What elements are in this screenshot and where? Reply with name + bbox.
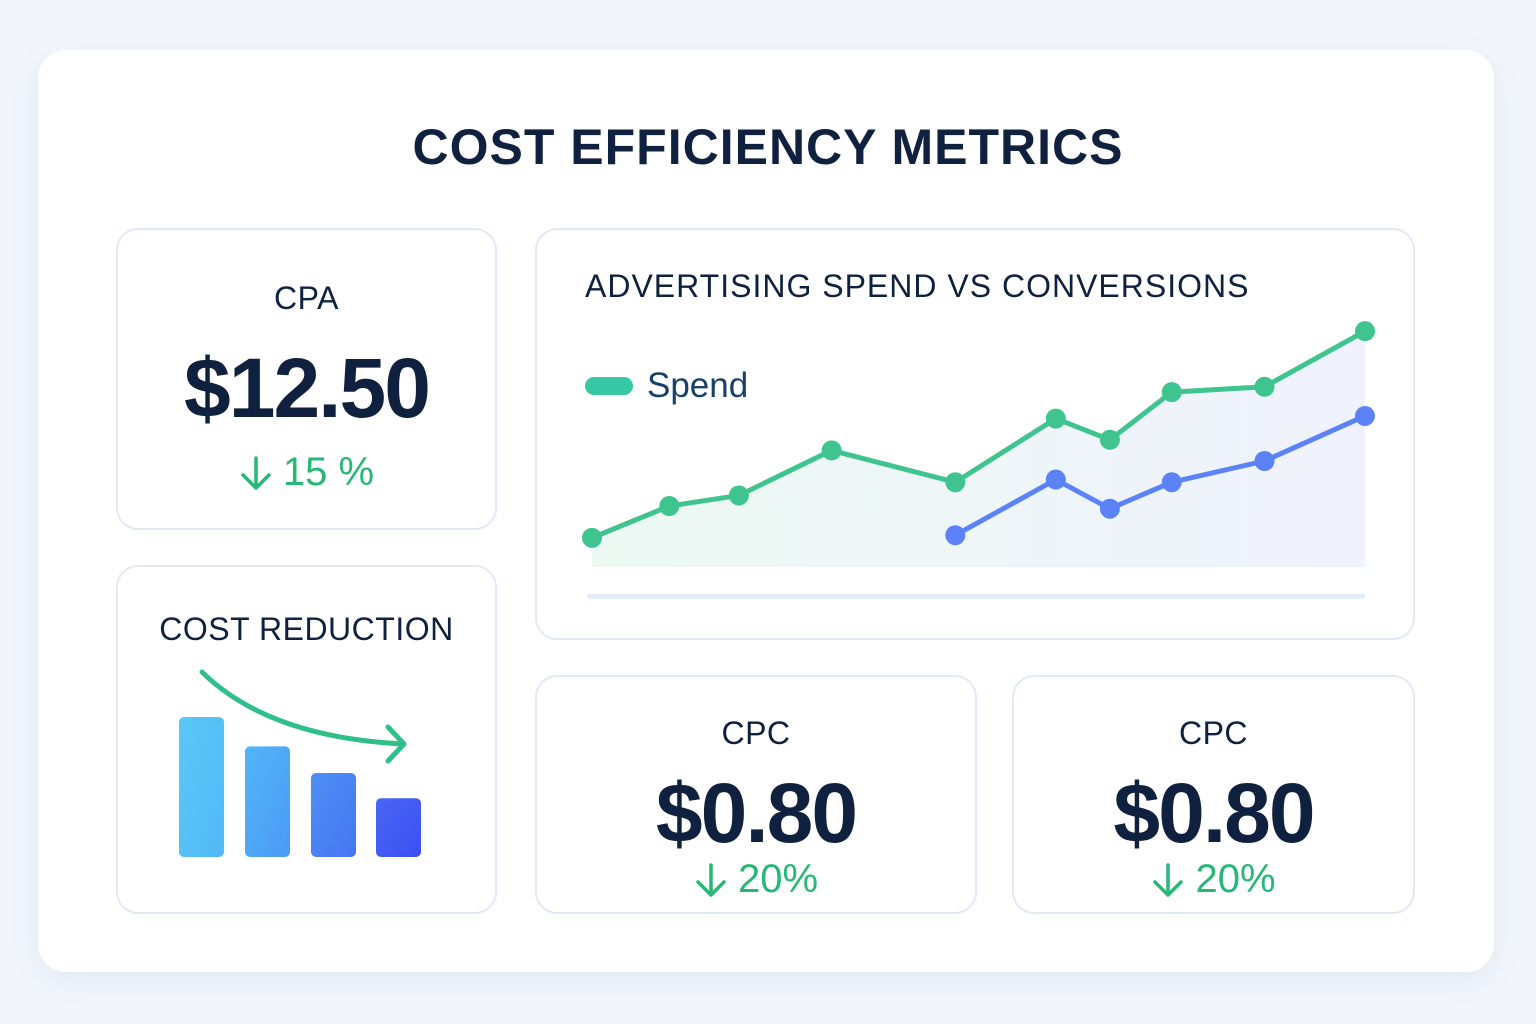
- series-line-1: [954, 413, 1367, 538]
- data-point: [821, 440, 842, 461]
- legend-label-spend: Spend: [647, 366, 749, 405]
- cpa-label: CPA: [274, 280, 339, 316]
- cost-reduction-card: COST REDUCTION: [116, 565, 497, 914]
- data-point: [1254, 451, 1275, 471]
- cpa-value: $12.50: [184, 341, 431, 435]
- data-point: [945, 525, 966, 546]
- cost-bar: [311, 773, 356, 857]
- chart-legend: Spend: [585, 366, 748, 406]
- cost-bar: [376, 798, 421, 857]
- arrow-down-icon: [696, 862, 726, 897]
- data-point: [1099, 498, 1120, 519]
- data-point: [1355, 321, 1375, 342]
- x-axis-line: [587, 594, 1365, 599]
- cpc-card-1: CPC $0.80 20%: [535, 675, 977, 914]
- data-point: [728, 485, 749, 506]
- cpc-change: 20%: [1014, 857, 1413, 902]
- cpc-value: $0.80: [655, 766, 858, 860]
- cost-bar: [179, 717, 224, 857]
- data-point: [945, 472, 966, 493]
- series-line-0: [591, 328, 1367, 541]
- cpa-change: 15 %: [118, 450, 495, 495]
- cost-reduction-label: COST REDUCTION: [159, 611, 454, 647]
- data-point: [1099, 429, 1120, 450]
- data-point: [1161, 382, 1182, 403]
- cpc-change-value: 20%: [737, 857, 819, 901]
- cpc-card-2: CPC $0.80 20%: [1012, 675, 1415, 914]
- cpa-change-value: 15 %: [282, 450, 375, 494]
- spend-vs-conversions-chart-card: ADVERTISING SPEND VS CONVERSIONS Spend: [535, 228, 1415, 640]
- cost-reduction-graphic: [179, 669, 421, 857]
- downward-trend-arrow-icon: [199, 669, 406, 747]
- arrow-down-icon: [1153, 862, 1184, 897]
- line-chart: [582, 321, 1375, 599]
- data-point: [582, 527, 602, 548]
- legend-swatch-spend: [585, 377, 633, 395]
- arrow-down-icon: [241, 455, 271, 490]
- spend-area: [592, 331, 1365, 567]
- data-point: [1045, 408, 1066, 429]
- page-title: COST EFFICIENCY METRICS: [412, 119, 1124, 175]
- data-point: [1161, 472, 1182, 493]
- cpc-label: CPC: [721, 715, 791, 751]
- cpc-value: $0.80: [1113, 766, 1315, 860]
- data-point: [1355, 405, 1375, 426]
- chart-title: ADVERTISING SPEND VS CONVERSIONS: [585, 268, 1250, 304]
- data-point: [1045, 469, 1066, 490]
- data-point: [1254, 376, 1275, 397]
- cpc-label: CPC: [1178, 715, 1249, 751]
- cpc-change-value: 20%: [1195, 857, 1276, 901]
- cpa-card: CPA $12.50 15 %: [116, 228, 497, 530]
- cpc-change: 20%: [537, 857, 975, 902]
- data-point: [659, 496, 680, 517]
- cost-bar: [245, 746, 290, 857]
